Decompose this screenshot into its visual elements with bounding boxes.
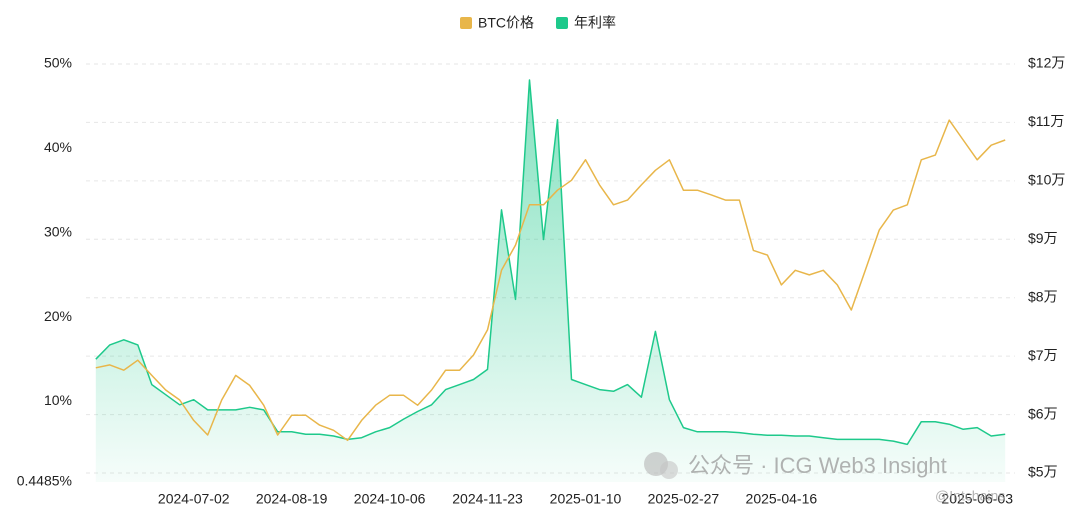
plot	[95, 79, 1006, 482]
y-tick-label: 10%	[44, 392, 72, 408]
y2-tick-label: $10万	[1028, 172, 1065, 188]
labels: 0.4485% 10% 20% 30% 40% 50% $5万 $6万 $7万 $8万 $9万 $10…	[17, 15, 1066, 507]
y2-tick-label: $6万	[1028, 405, 1058, 421]
legend-swatch	[556, 17, 568, 29]
y2-tick-label: $7万	[1028, 347, 1058, 363]
line	[95, 119, 1006, 442]
legend-label: 年利率	[574, 15, 616, 31]
y2-tick-label: $5万	[1028, 464, 1058, 480]
y-tick-label: 20%	[44, 308, 72, 324]
y-tick-label: 50%	[44, 55, 72, 71]
y-tick-label: 40%	[44, 139, 72, 155]
legend-label: BTC价格	[478, 15, 534, 31]
x-tick-label: 2025-02-27	[648, 491, 720, 507]
y2-tick-label: $9万	[1028, 230, 1058, 246]
x-tick-label: 2024-07-02	[158, 491, 230, 507]
y-tick-label: 0.4485%	[17, 473, 72, 489]
y2-tick-label: $11万	[1028, 113, 1064, 129]
watermark: 公众号 · ICG Web3 Insight @Intchains	[644, 452, 1005, 504]
x-tick-label: 2025-01-10	[550, 491, 622, 507]
y2-tick-label: $12万	[1028, 55, 1065, 71]
area	[95, 80, 1006, 482]
line	[95, 79, 1006, 446]
x-tick-label: 2024-11-23	[452, 491, 523, 507]
x-tick-label: 2024-10-06	[354, 491, 426, 507]
y-tick-label: 30%	[44, 223, 72, 239]
y2-tick-label: $8万	[1028, 288, 1058, 304]
x-tick-label: 2024-08-19	[256, 491, 328, 507]
x-tick-label: 2025-04-16	[746, 491, 818, 507]
watermark-icon	[660, 461, 678, 479]
legend-swatch	[460, 17, 472, 29]
watermark-handle: @Intchains	[935, 488, 1005, 504]
watermark-text: 公众号 · ICG Web3 Insight	[688, 453, 947, 478]
x-tick-label: 2025-06-03	[941, 491, 1013, 507]
